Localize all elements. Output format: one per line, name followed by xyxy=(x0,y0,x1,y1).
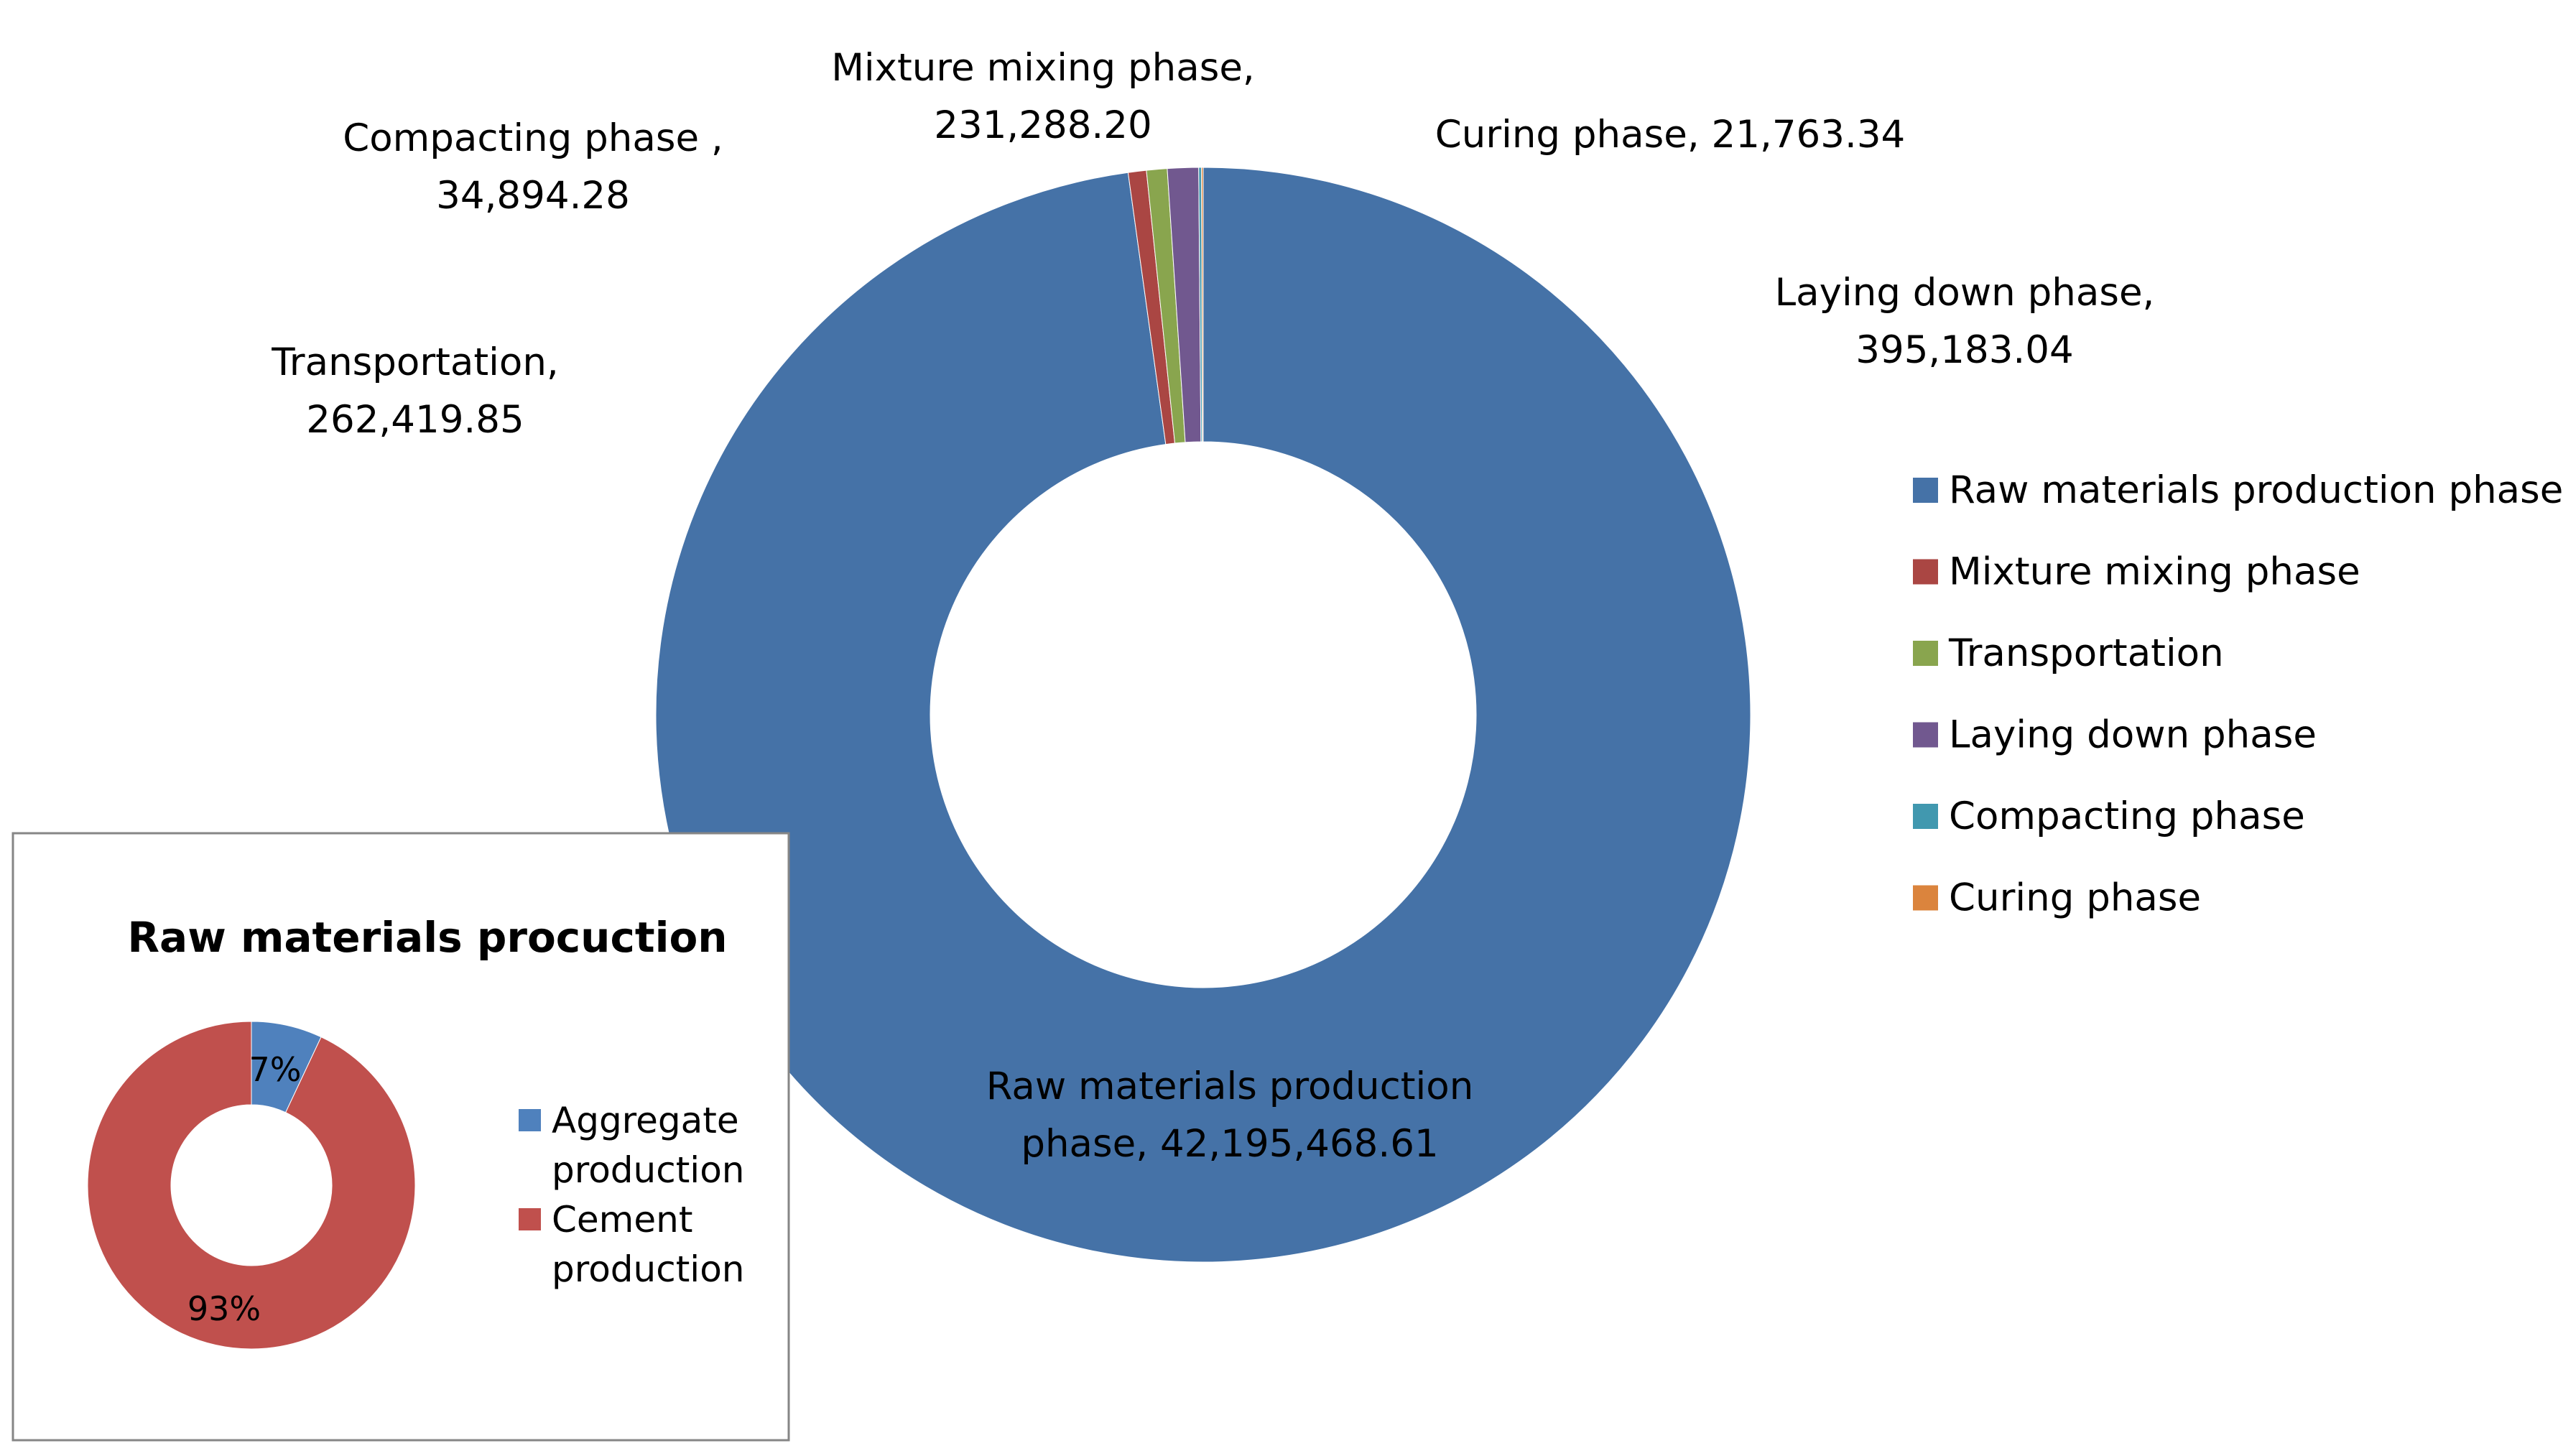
legend-swatch-curing-phase xyxy=(1913,885,1938,911)
inset-donut xyxy=(87,1021,416,1350)
legend-label-transportation: Transportation xyxy=(1948,631,2224,675)
legend-swatch-raw-materials-production-phase xyxy=(1913,478,1938,503)
legend-label-compacting-phase: Compacting phase xyxy=(1949,794,2305,838)
inset-legend-label-aggregate-production: Aggregate production xyxy=(552,1100,744,1191)
data-label-curing-phase: Curing phase, 21,763.34 xyxy=(1435,113,1906,157)
legend-swatch-compacting-phase xyxy=(1913,804,1938,829)
inset-legend-swatch-cement-production xyxy=(519,1208,541,1230)
inset-value-label-cement-production: 93% xyxy=(187,1289,261,1328)
data-label-raw-materials-production-phase: Raw materials production phase, 42,195,46… xyxy=(986,1065,1474,1166)
legend-swatch-transportation xyxy=(1913,641,1938,666)
legend-label-laying-down-phase: Laying down phase xyxy=(1949,713,2317,757)
main-donut xyxy=(655,167,1751,1263)
inset-title: Raw materials procuction xyxy=(127,913,727,962)
data-label-laying-down-phase: Laying down phase, 395,183.04 xyxy=(1775,271,2155,372)
main-legend: Raw materials production phase Mixture mi… xyxy=(1913,468,2563,920)
legend-label-mixture-mixing-phase: Mixture mixing phase xyxy=(1949,550,2360,594)
slice-raw-materials-production-phase xyxy=(655,167,1751,1263)
slice-cement-production xyxy=(87,1021,416,1350)
inset-value-labels: 7% 93% xyxy=(187,1050,302,1328)
data-label-transportation: Transportation, 262,419.85 xyxy=(271,340,559,442)
inset-chart: Raw materials procuction 7% 93% Aggregate… xyxy=(11,832,790,1442)
slice-curing-phase xyxy=(1201,167,1204,442)
inset-value-label-aggregate-production: 7% xyxy=(249,1050,302,1089)
inset-legend-swatch-aggregate-production xyxy=(519,1109,541,1131)
legend-label-curing-phase: Curing phase xyxy=(1949,876,2201,920)
main-data-labels: Raw materials production phase, 42,195,46… xyxy=(271,46,2154,1166)
legend-swatch-mixture-mixing-phase xyxy=(1913,559,1938,585)
data-label-compacting-phase: Compacting phase , 34,894.28 xyxy=(343,116,723,218)
legend-label-raw-materials-production-phase: Raw materials production phase xyxy=(1949,468,2563,512)
legend-swatch-laying-down-phase xyxy=(1913,722,1938,748)
data-label-mixture-mixing-phase: Mixture mixing phase, 231,288.20 xyxy=(831,46,1255,147)
inset-legend-label-cement-production: Cement production xyxy=(552,1199,744,1290)
